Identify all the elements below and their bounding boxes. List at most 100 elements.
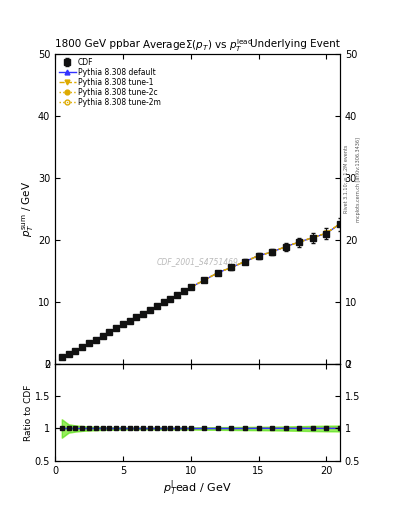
- Pythia 8.308 tune-2m: [202, 277, 207, 283]
- Pythia 8.308 default: [86, 340, 91, 347]
- Pythia 8.308 tune-1: [141, 311, 145, 317]
- Text: Underlying Event: Underlying Event: [250, 38, 340, 49]
- Pythia 8.308 tune-2m: [338, 221, 342, 227]
- Pythia 8.308 tune-2m: [256, 252, 261, 259]
- Pythia 8.308 tune-1: [73, 348, 78, 354]
- Pythia 8.308 tune-2c: [283, 244, 288, 250]
- Pythia 8.308 tune-1: [134, 314, 139, 320]
- Pythia 8.308 default: [338, 221, 342, 227]
- Pythia 8.308 tune-2m: [94, 336, 98, 343]
- Y-axis label: Ratio to CDF: Ratio to CDF: [24, 384, 33, 440]
- X-axis label: $p_T^{\rm l}$ead / GeV: $p_T^{\rm l}$ead / GeV: [163, 478, 232, 498]
- Pythia 8.308 tune-2m: [168, 296, 173, 302]
- Pythia 8.308 tune-1: [229, 264, 234, 270]
- Pythia 8.308 tune-1: [310, 234, 315, 241]
- Line: Pythia 8.308 tune-2m: Pythia 8.308 tune-2m: [59, 221, 342, 360]
- Pythia 8.308 tune-2m: [154, 303, 159, 309]
- Pythia 8.308 default: [114, 325, 118, 331]
- Pythia 8.308 tune-2m: [283, 244, 288, 250]
- Pythia 8.308 tune-2c: [66, 351, 71, 357]
- Pythia 8.308 tune-2c: [188, 284, 193, 290]
- Pythia 8.308 tune-2c: [134, 314, 139, 320]
- Pythia 8.308 tune-1: [154, 303, 159, 309]
- Text: mcplots.cern.ch [arXiv:1306.3436]: mcplots.cern.ch [arXiv:1306.3436]: [356, 137, 361, 222]
- Legend: CDF, Pythia 8.308 default, Pythia 8.308 tune-1, Pythia 8.308 tune-2c, Pythia 8.3: CDF, Pythia 8.308 default, Pythia 8.308 …: [57, 56, 162, 109]
- Pythia 8.308 default: [229, 264, 234, 270]
- Pythia 8.308 tune-2c: [107, 329, 112, 335]
- Pythia 8.308 tune-1: [215, 270, 220, 276]
- Pythia 8.308 tune-2c: [121, 322, 125, 328]
- Pythia 8.308 tune-2c: [141, 311, 145, 317]
- Pythia 8.308 tune-2c: [175, 292, 180, 298]
- Pythia 8.308 tune-2c: [270, 249, 274, 255]
- Pythia 8.308 default: [80, 344, 84, 350]
- Pythia 8.308 tune-1: [66, 351, 71, 357]
- Pythia 8.308 tune-2m: [229, 264, 234, 270]
- Pythia 8.308 default: [175, 292, 180, 298]
- Pythia 8.308 tune-2m: [215, 270, 220, 276]
- Pythia 8.308 tune-2m: [188, 284, 193, 290]
- Pythia 8.308 default: [242, 259, 247, 265]
- Pythia 8.308 tune-2c: [338, 221, 342, 227]
- Pythia 8.308 tune-2c: [256, 252, 261, 259]
- Pythia 8.308 tune-2m: [270, 249, 274, 255]
- Pythia 8.308 tune-2c: [86, 340, 91, 347]
- Pythia 8.308 tune-1: [114, 325, 118, 331]
- Pythia 8.308 default: [168, 296, 173, 302]
- Pythia 8.308 tune-1: [94, 336, 98, 343]
- Pythia 8.308 tune-1: [242, 259, 247, 265]
- Pythia 8.308 default: [283, 244, 288, 250]
- Pythia 8.308 tune-1: [86, 340, 91, 347]
- Pythia 8.308 tune-2m: [310, 234, 315, 241]
- Title: Average$\Sigma(p_T)$ vs $p_T^{\rm lead}$: Average$\Sigma(p_T)$ vs $p_T^{\rm lead}$: [142, 37, 253, 54]
- Pythia 8.308 default: [161, 300, 166, 306]
- Pythia 8.308 default: [121, 322, 125, 328]
- Pythia 8.308 default: [182, 288, 186, 294]
- Pythia 8.308 default: [127, 318, 132, 324]
- Pythia 8.308 default: [73, 348, 78, 354]
- Pythia 8.308 default: [188, 284, 193, 290]
- Pythia 8.308 tune-2m: [242, 259, 247, 265]
- Pythia 8.308 tune-1: [188, 284, 193, 290]
- Line: Pythia 8.308 default: Pythia 8.308 default: [59, 222, 342, 360]
- Pythia 8.308 tune-2m: [182, 288, 186, 294]
- Pythia 8.308 tune-1: [182, 288, 186, 294]
- Line: Pythia 8.308 tune-1: Pythia 8.308 tune-1: [59, 221, 342, 360]
- Pythia 8.308 tune-2c: [310, 234, 315, 241]
- Pythia 8.308 tune-2m: [73, 348, 78, 354]
- Pythia 8.308 tune-2m: [175, 292, 180, 298]
- Pythia 8.308 tune-1: [100, 333, 105, 339]
- Pythia 8.308 tune-2c: [215, 270, 220, 276]
- Pythia 8.308 default: [134, 314, 139, 320]
- Text: Rivet 3.1.10; ≥ 1.2M events: Rivet 3.1.10; ≥ 1.2M events: [344, 145, 349, 214]
- Pythia 8.308 default: [100, 333, 105, 339]
- Text: CDF_2001_S4751469: CDF_2001_S4751469: [156, 257, 239, 266]
- Pythia 8.308 tune-1: [283, 244, 288, 250]
- Pythia 8.308 default: [59, 354, 64, 360]
- Pythia 8.308 tune-2c: [324, 230, 329, 236]
- Pythia 8.308 default: [154, 303, 159, 309]
- Pythia 8.308 default: [107, 329, 112, 335]
- Pythia 8.308 tune-1: [121, 322, 125, 328]
- Line: Pythia 8.308 tune-2c: Pythia 8.308 tune-2c: [59, 221, 342, 360]
- Pythia 8.308 default: [148, 307, 152, 313]
- Pythia 8.308 tune-2m: [107, 329, 112, 335]
- Pythia 8.308 tune-1: [202, 277, 207, 283]
- Pythia 8.308 tune-1: [127, 318, 132, 324]
- Pythia 8.308 tune-1: [324, 230, 329, 236]
- Pythia 8.308 default: [141, 311, 145, 317]
- Pythia 8.308 tune-2m: [114, 325, 118, 331]
- Pythia 8.308 tune-2c: [229, 264, 234, 270]
- Pythia 8.308 tune-1: [338, 221, 342, 227]
- Pythia 8.308 tune-2c: [80, 344, 84, 350]
- Pythia 8.308 tune-2c: [202, 277, 207, 283]
- Pythia 8.308 tune-2m: [127, 318, 132, 324]
- Pythia 8.308 tune-2c: [161, 300, 166, 306]
- Pythia 8.308 tune-2c: [154, 303, 159, 309]
- Pythia 8.308 default: [270, 249, 274, 255]
- Pythia 8.308 tune-1: [168, 296, 173, 302]
- Pythia 8.308 tune-1: [175, 292, 180, 298]
- Pythia 8.308 tune-2c: [127, 318, 132, 324]
- Pythia 8.308 default: [297, 239, 301, 245]
- Pythia 8.308 tune-1: [148, 307, 152, 313]
